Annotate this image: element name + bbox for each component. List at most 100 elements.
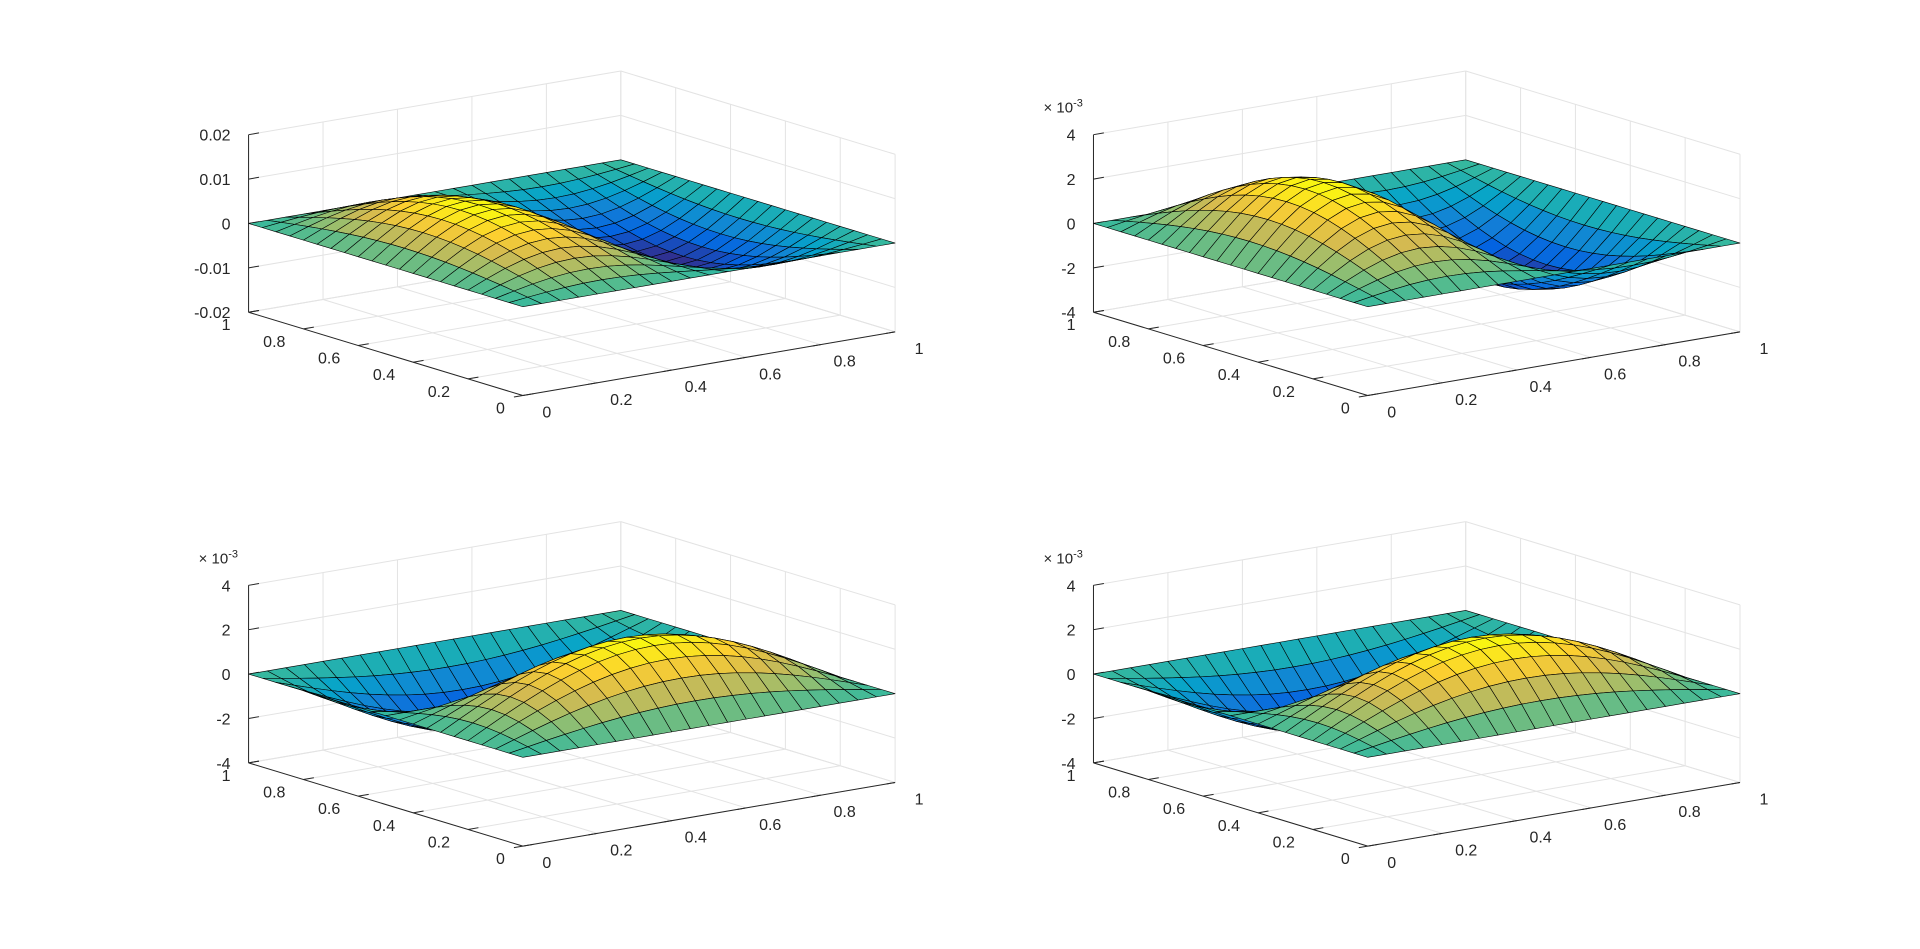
z-tick-label: -0.02 [194,305,231,322]
backwall-gridline-z [248,114,621,180]
z-tick-mark [1093,716,1104,719]
x-tick-label: 0.8 [1678,804,1700,821]
y-tick-label: 0.6 [1163,351,1185,368]
z-tick-label: 4 [1067,578,1076,595]
y-tick-label: 0.6 [318,801,340,818]
y-tick-label: 1 [1067,768,1076,785]
z-tick-mark [1093,583,1104,586]
x-tick-mark [1582,356,1592,360]
floor-gridline-x [1167,299,1443,384]
y-tick-label: 0.2 [1273,834,1295,851]
x-tick-label: 0.6 [1604,366,1626,383]
x-axis-line [522,331,896,397]
y-tick-label: 0 [496,851,505,868]
y-tick-mark [303,326,314,330]
y-tick-mark [522,843,534,847]
backwall-gridline-z [248,70,621,136]
x-tick-mark [1507,369,1517,373]
y-tick-mark [1203,793,1214,797]
x-tick-mark [513,845,523,849]
sidewall-gridline-z [1465,70,1741,155]
z-tick-label: 2 [1067,172,1076,189]
floor-gridline-y [467,765,841,830]
z-tick-label: -4 [216,756,230,773]
y-tick-mark [1257,359,1269,363]
x-tick-label: 0.6 [1604,817,1626,834]
backwall-gridline-z [1093,565,1466,631]
x-axis-line [1367,331,1741,397]
x-tick-mark [662,820,672,823]
x-tick-label: 0.4 [1530,830,1552,847]
x-tick-mark [1730,781,1741,785]
y-tick-label: 0.6 [1163,801,1185,818]
x-tick-mark [737,807,747,810]
y-tick-mark [303,777,314,781]
floor-gridline-y [1312,314,1686,380]
z-tick-label: 2 [1067,623,1076,640]
backwall-gridline-z [248,521,621,586]
y-tick-mark [467,376,479,380]
z-tick-label: 4 [1067,128,1076,145]
x-tick-mark [513,395,523,398]
sidewall-gridline-z [620,521,896,606]
x-tick-mark [886,781,896,785]
y-tick-label: 0.2 [428,834,450,851]
y-tick-label: 0.4 [1218,367,1240,384]
y-tick-label: 0 [1341,851,1350,868]
y-tick-label: 0.2 [428,384,450,401]
sidewall-gridline-z [1465,114,1741,200]
z-tick-label: -0.01 [194,261,231,278]
y-tick-label: 0 [1341,401,1350,418]
x-tick-mark [1358,395,1368,398]
z-tick-label: 0 [222,216,231,233]
y-tick-label: 0.8 [263,334,285,351]
floor-gridline-y [1203,281,1576,347]
surface-facet [508,296,542,308]
x-tick-mark [886,331,896,334]
y-tick-label: 0.8 [263,785,285,802]
z-tick-label: -4 [1061,756,1075,773]
z-tick-mark [248,627,260,631]
x-tick-label: 0 [542,405,551,422]
z-tick-mark [248,132,260,136]
x-tick-mark [1507,820,1517,823]
z-tick-label: 2 [222,623,231,640]
x-tick-label: 1 [915,341,924,358]
y-tick-label: 0.8 [1108,785,1130,802]
x-tick-label: 0.6 [759,366,781,383]
y-axis-line [248,762,524,847]
backwall-gridline-z [1093,114,1466,180]
surface-mesh [248,610,896,758]
y-tick-mark [1312,827,1324,830]
y-tick-mark [413,810,424,814]
sidewall-gridline-z [620,70,896,155]
z-tick-label: -2 [1061,711,1075,728]
x-tick-mark [1358,845,1368,849]
surface-plot-1: 00.20.40.60.8100.20.40.60.81-0.02-0.0100… [194,70,924,422]
backwall-gridline-z [1093,70,1466,136]
z-tick-mark [1093,760,1104,764]
floor-gridline-x [1242,286,1517,371]
surface-mesh [1093,159,1741,308]
x-tick-mark [811,344,821,347]
y-tick-mark [1148,326,1159,330]
floor-gridline-y [1257,298,1631,363]
y-axis-line [1093,311,1368,396]
z-tick-mark [248,716,260,719]
floor-gridline-y [1312,765,1686,830]
y-axis-line [248,311,524,396]
y-tick-label: 0.6 [318,351,340,368]
z-tick-mark [1093,309,1104,313]
x-tick-label: 0.8 [834,804,856,821]
floor-gridline-y [1203,731,1576,797]
z-tick-label: 0 [1067,216,1076,233]
y-tick-label: 0.4 [373,367,395,384]
sidewall-gridline-z [1465,565,1741,650]
x-axis-line [522,781,896,847]
x-tick-mark [1656,344,1666,347]
x-tick-label: 0.4 [685,830,707,847]
x-tick-mark [1433,382,1443,385]
